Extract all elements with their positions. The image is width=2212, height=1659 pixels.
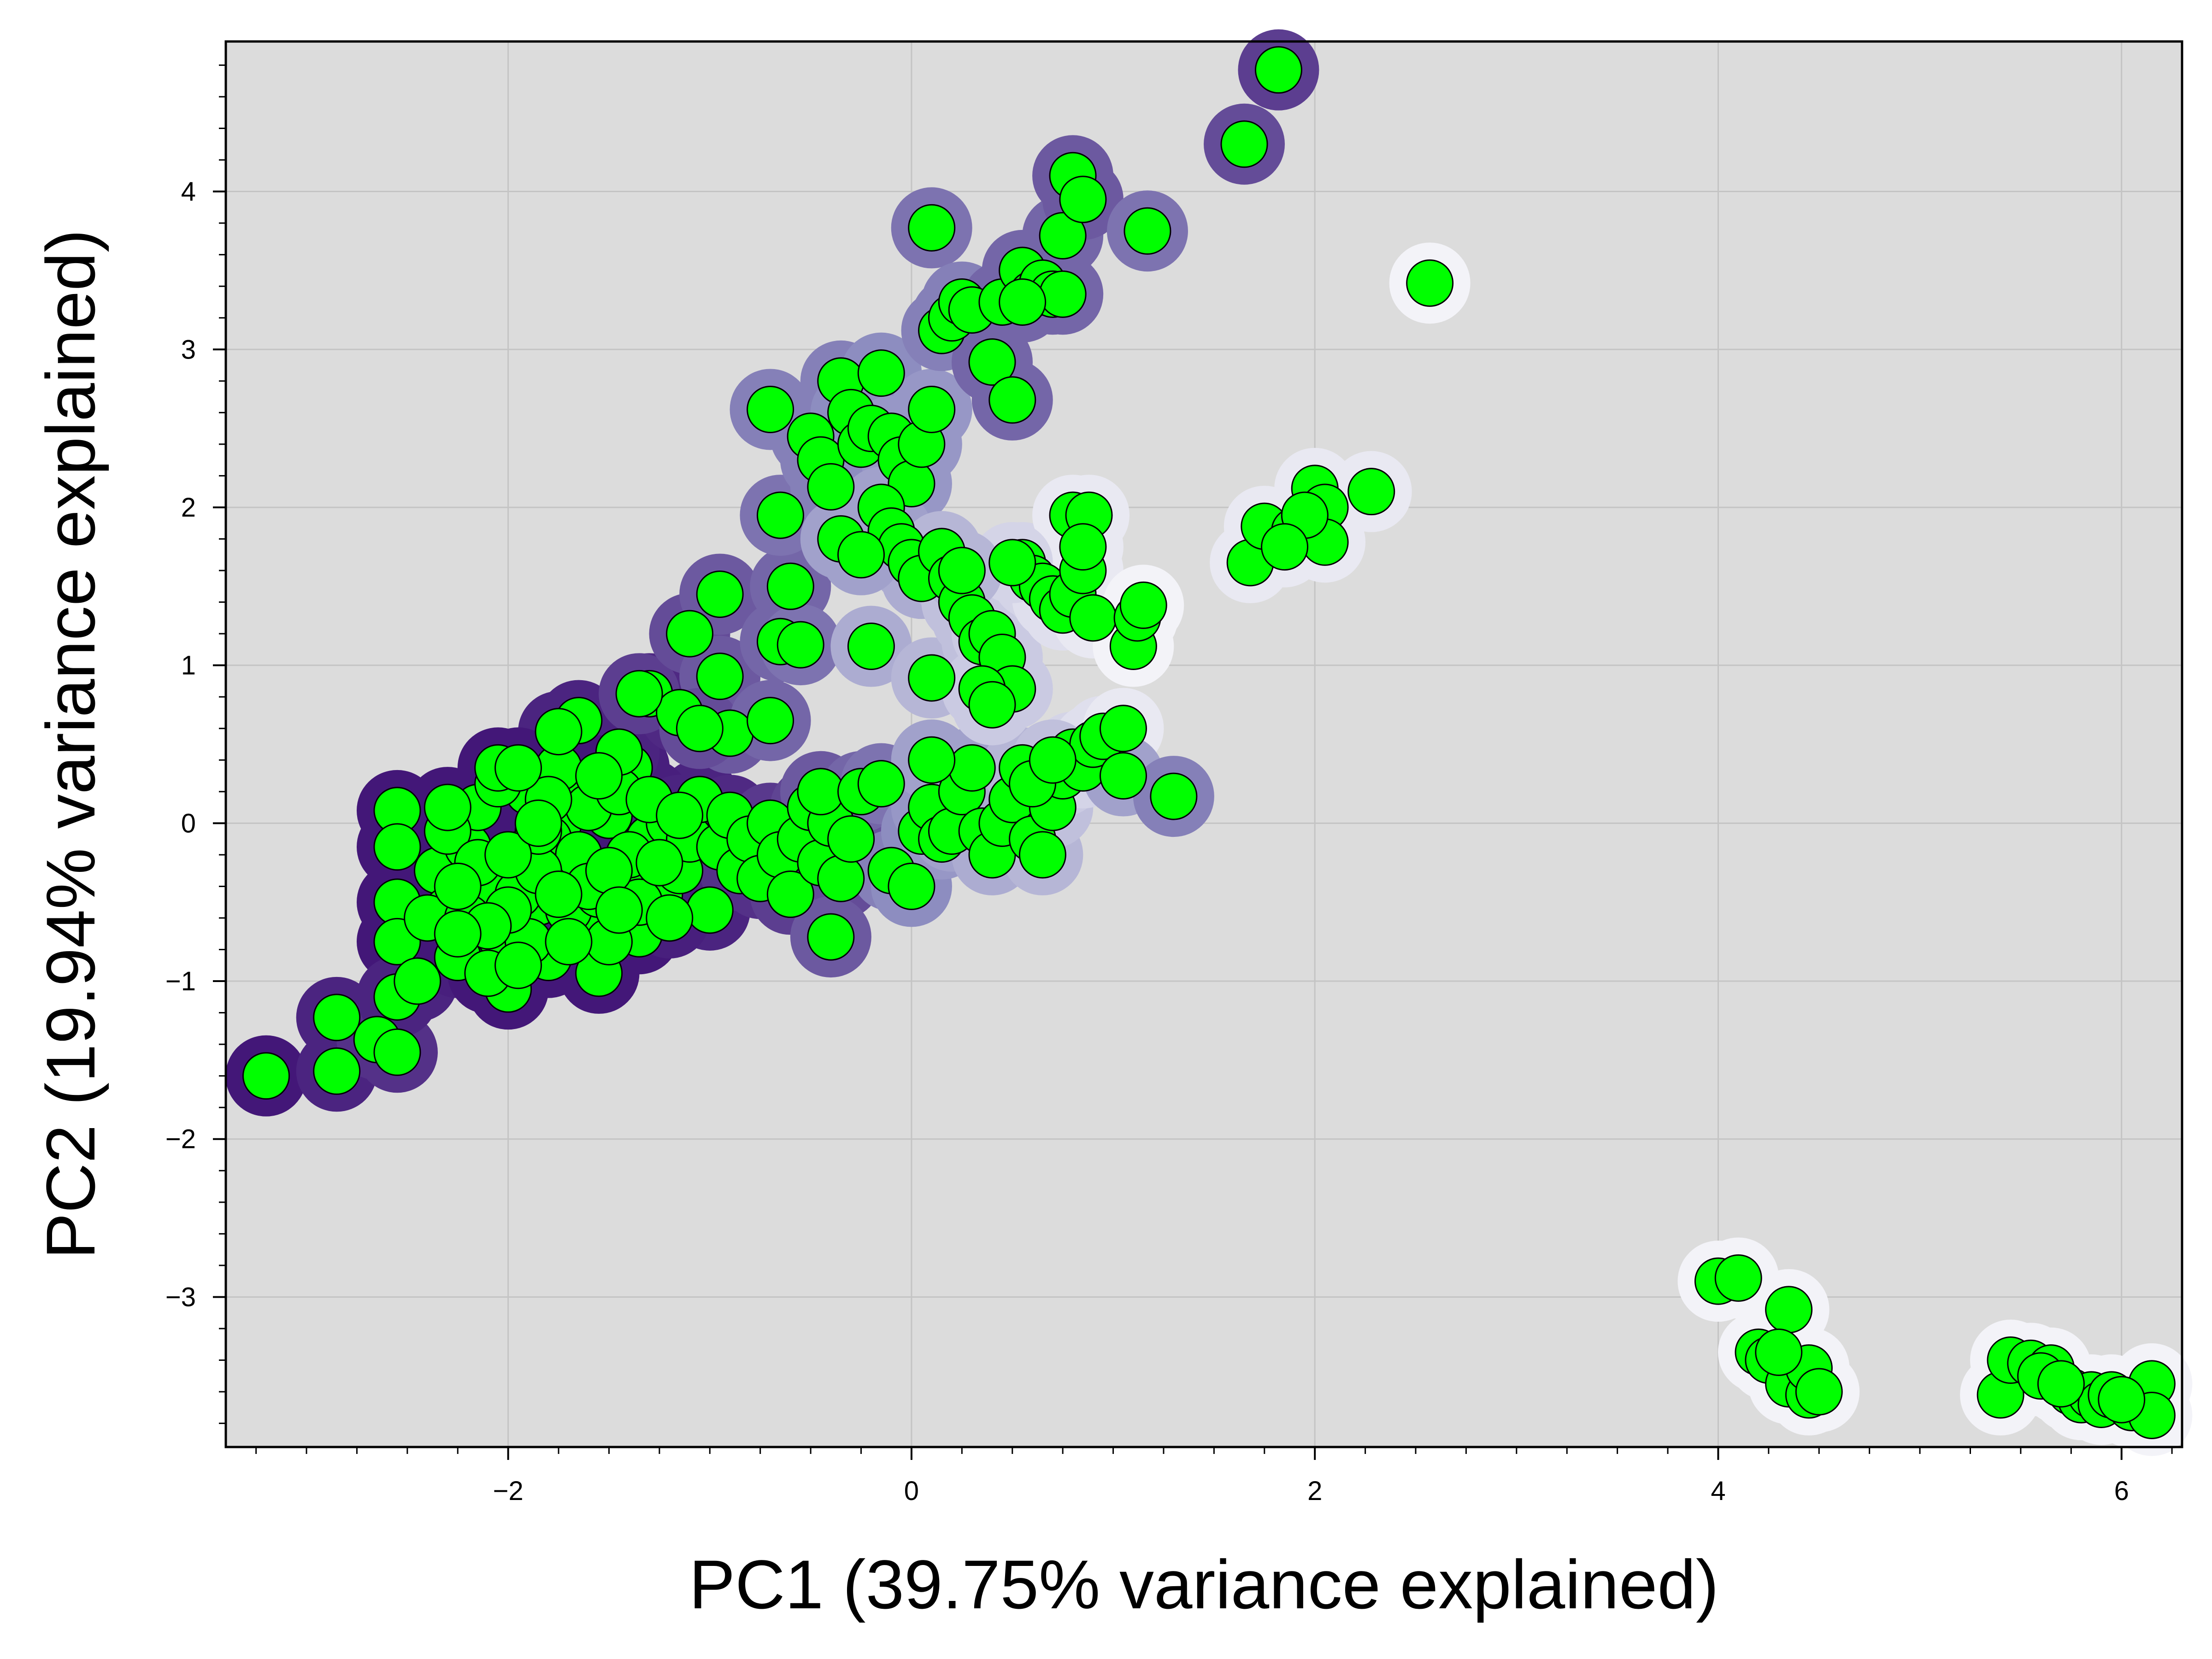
data-point bbox=[494, 941, 542, 989]
data-point bbox=[797, 768, 845, 816]
data-point bbox=[948, 744, 996, 792]
y-tick-label: 2 bbox=[181, 493, 196, 523]
data-point bbox=[666, 610, 714, 658]
data-point bbox=[968, 681, 1016, 729]
plot-frame bbox=[224, 40, 2183, 1448]
y-tick-label: −1 bbox=[165, 966, 196, 996]
data-point bbox=[575, 752, 623, 800]
data-point bbox=[857, 760, 905, 808]
data-point bbox=[686, 886, 734, 934]
data-point bbox=[857, 349, 905, 397]
data-point bbox=[424, 783, 471, 831]
data-point bbox=[1765, 1286, 1813, 1334]
data-point bbox=[1018, 831, 1066, 879]
data-point bbox=[535, 871, 582, 918]
data-point bbox=[1039, 212, 1087, 260]
data-point bbox=[837, 531, 885, 579]
y-tick-label: −2 bbox=[165, 1124, 196, 1154]
y-tick-label: −3 bbox=[165, 1282, 196, 1312]
data-point bbox=[1059, 176, 1107, 224]
data-point bbox=[1119, 581, 1167, 629]
y-tick-label: 3 bbox=[181, 335, 196, 365]
data-point bbox=[656, 791, 704, 839]
x-tick-label: 2 bbox=[1307, 1476, 1322, 1506]
data-point bbox=[1124, 207, 1171, 255]
data-point bbox=[807, 463, 855, 511]
data-point bbox=[635, 839, 683, 887]
data-point bbox=[938, 547, 986, 594]
data-point bbox=[394, 957, 441, 1005]
data-point bbox=[827, 815, 875, 863]
data-point bbox=[1254, 46, 1302, 94]
data-point bbox=[373, 1028, 421, 1076]
data-point bbox=[696, 653, 744, 700]
data-point bbox=[999, 278, 1047, 326]
data-point bbox=[1150, 772, 1198, 820]
data-point bbox=[545, 918, 593, 965]
data-point bbox=[1099, 752, 1147, 800]
data-point bbox=[1039, 270, 1087, 318]
data-point bbox=[1714, 1254, 1762, 1302]
data-point bbox=[908, 385, 956, 433]
y-tick-label: 1 bbox=[181, 651, 196, 681]
data-point bbox=[1029, 736, 1077, 784]
x-axis-title: PC1 (39.75% variance explained) bbox=[689, 1546, 1719, 1623]
data-point bbox=[676, 705, 724, 753]
data-point bbox=[696, 570, 744, 618]
y-axis-title: PC2 (19.94% variance explained) bbox=[32, 229, 109, 1259]
data-point bbox=[888, 862, 935, 910]
data-point bbox=[1099, 705, 1147, 753]
data-point bbox=[988, 539, 1036, 587]
data-point bbox=[242, 1052, 290, 1100]
data-point bbox=[514, 799, 562, 847]
data-point bbox=[968, 338, 1016, 386]
data-point bbox=[1755, 1328, 1803, 1376]
data-point bbox=[1406, 259, 1454, 307]
data-point bbox=[1795, 1368, 1843, 1416]
data-point bbox=[817, 854, 865, 902]
data-point bbox=[585, 847, 633, 894]
data-point bbox=[847, 623, 895, 671]
data-point bbox=[313, 994, 361, 1041]
data-point bbox=[807, 913, 855, 961]
data-point bbox=[646, 894, 694, 942]
data-point bbox=[313, 1047, 361, 1095]
data-point bbox=[777, 621, 824, 669]
data-point bbox=[1347, 468, 1395, 516]
data-point bbox=[2037, 1360, 2085, 1408]
data-point bbox=[615, 670, 663, 718]
data-point bbox=[494, 744, 542, 792]
data-point bbox=[1069, 594, 1117, 642]
y-tick-label: 0 bbox=[181, 808, 196, 838]
data-point bbox=[434, 862, 482, 910]
data-point bbox=[908, 204, 956, 252]
data-point bbox=[1059, 523, 1107, 571]
data-point bbox=[766, 562, 814, 610]
y-tick-label: 4 bbox=[181, 177, 196, 207]
data-point bbox=[373, 823, 421, 871]
data-point bbox=[484, 831, 532, 879]
marker-layer bbox=[242, 46, 2176, 1439]
data-point bbox=[756, 491, 804, 539]
x-tick-label: 4 bbox=[1711, 1476, 1725, 1506]
x-axis: −2 0 2 4 6 bbox=[255, 1447, 2173, 1506]
data-point bbox=[595, 886, 643, 934]
data-point bbox=[747, 697, 794, 745]
y-axis: −3 −2 −1 0 1 2 3 4 bbox=[165, 64, 226, 1424]
data-point bbox=[766, 871, 814, 918]
x-tick-label: 6 bbox=[2114, 1476, 2129, 1506]
data-point bbox=[747, 385, 794, 433]
data-point bbox=[535, 708, 582, 756]
data-point bbox=[1220, 120, 1268, 168]
x-tick-label: 0 bbox=[904, 1476, 919, 1506]
data-point bbox=[908, 654, 956, 702]
data-point bbox=[908, 736, 956, 784]
data-point bbox=[988, 376, 1036, 424]
data-point bbox=[2098, 1376, 2146, 1424]
data-point bbox=[1261, 523, 1309, 571]
x-tick-label: −2 bbox=[493, 1476, 524, 1506]
data-point bbox=[434, 910, 482, 958]
